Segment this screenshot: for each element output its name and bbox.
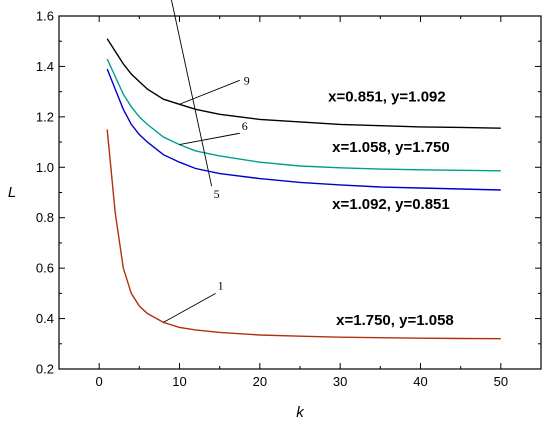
curve-annotation-9: x=0.851, y=1.092 (328, 89, 446, 106)
series-line-5 (106, 68, 501, 191)
x-tick-label: 20 (253, 374, 267, 389)
curve-labels: 9 x=0.851, y=1.092 6 x=1.058, y=1.750 5 x=1.0… (214, 73, 454, 329)
leader-line-6 (179, 132, 240, 146)
curve-number-9: 9 (244, 73, 250, 87)
y-tick-label: 1.0 (36, 160, 54, 175)
curve-annotation-1: x=1.750, y=1.058 (336, 312, 454, 329)
y-tick-label: 0.8 (36, 210, 54, 225)
y-tick-label: 1.2 (36, 109, 54, 124)
curve-number-6: 6 (242, 119, 248, 133)
x-tick-label: 50 (494, 374, 508, 389)
y-tick-label: 0.6 (36, 261, 54, 276)
x-tick-label: 40 (413, 374, 427, 389)
y-tick-label: 1.4 (36, 59, 54, 74)
curve-annotation-5: x=1.092, y=0.851 (332, 196, 450, 213)
leader-line-1 (163, 292, 216, 323)
x-axis-title: k (296, 404, 305, 421)
y-tick-label: 1.6 (36, 9, 54, 24)
series-lines (106, 38, 501, 340)
y-axis-title: L (8, 184, 16, 201)
x-tick-label: 30 (333, 374, 347, 389)
x-tick-label: 10 (172, 374, 186, 389)
label-leader-lines (163, 0, 240, 323)
x-tick-label: 0 (96, 374, 103, 389)
axis-ticks: 0 10 20 30 40 50 0.2 0.4 0.6 0.8 1.0 1.2 1.4 1.6 (36, 9, 542, 389)
series-line-1 (106, 129, 501, 340)
curve-number-5: 5 (214, 187, 220, 201)
leader-line-9 (179, 79, 240, 105)
series-line-9 (106, 38, 501, 129)
curve-number-1: 1 (218, 278, 224, 292)
curve-annotation-6: x=1.058, y=1.750 (332, 139, 450, 156)
series-line-6 (106, 58, 501, 172)
plot-frame (58, 15, 542, 370)
y-tick-label: 0.2 (36, 362, 54, 377)
leader-line-5 (171, 0, 213, 187)
y-tick-label: 0.4 (36, 311, 54, 326)
